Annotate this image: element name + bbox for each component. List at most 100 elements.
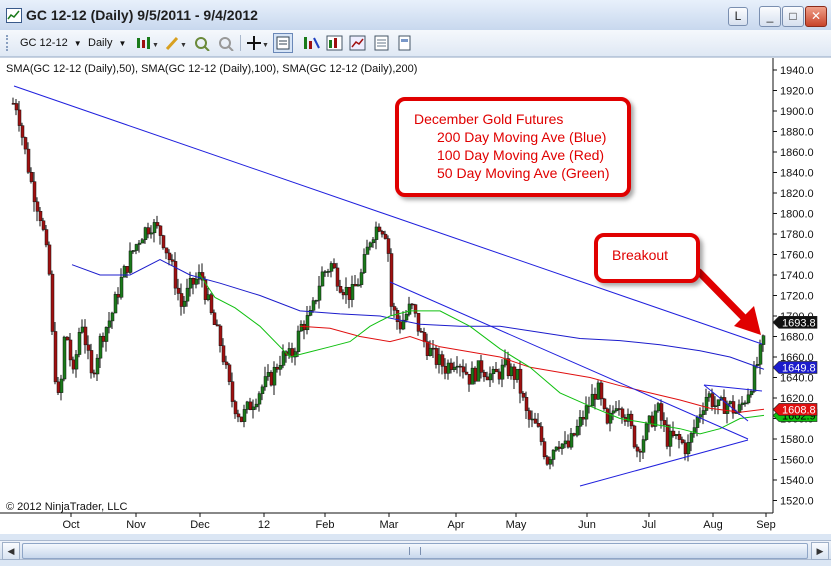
candle-body xyxy=(224,361,229,366)
candle-body xyxy=(620,408,625,418)
candle-body xyxy=(35,201,40,212)
candle-body xyxy=(236,413,241,418)
properties-icon[interactable] xyxy=(396,35,412,51)
x-tick-label: Sep xyxy=(756,519,776,531)
y-tick-label: 1840.0 xyxy=(780,168,814,180)
candle-body xyxy=(500,364,505,380)
candle-body xyxy=(563,440,568,445)
trend-line xyxy=(703,384,749,422)
title-bar[interactable]: GC 12-12 (Daily) 9/5/2011 - 9/4/2012 L _… xyxy=(0,0,831,31)
candle-body xyxy=(632,425,637,448)
candle-body xyxy=(437,354,442,365)
interval-selector[interactable]: Daily ▼ xyxy=(88,34,126,52)
zoom-out-icon[interactable] xyxy=(217,35,234,52)
candle-body xyxy=(374,226,379,240)
candle-body xyxy=(716,399,721,406)
candle-body xyxy=(104,327,109,342)
candle-body xyxy=(434,348,439,365)
scroll-thumb[interactable] xyxy=(22,543,808,559)
candle-body xyxy=(590,393,595,407)
candle-body xyxy=(635,446,640,452)
candle-body xyxy=(89,350,94,374)
minimize-button[interactable]: _ xyxy=(759,6,781,27)
candle-body xyxy=(428,347,433,356)
candle-body xyxy=(464,371,469,375)
crosshair-icon[interactable]: ▼ xyxy=(246,35,269,51)
chart-properties-icon[interactable] xyxy=(349,35,366,51)
candle-body xyxy=(146,227,151,235)
candle-body xyxy=(206,294,211,300)
candle-body xyxy=(692,427,697,434)
candle-body xyxy=(449,362,454,370)
candle-body xyxy=(440,354,445,367)
candle-body xyxy=(107,320,112,328)
maximize-button[interactable]: □ xyxy=(782,6,804,27)
candle-body xyxy=(182,300,187,307)
candle-body xyxy=(674,434,679,436)
indicator-label: SMA(GC 12-12 (Daily),50), SMA(GC 12-12 (… xyxy=(6,63,417,75)
moving-average-lines xyxy=(71,259,765,435)
price-chart[interactable]: SMA(GC 12-12 (Daily),50), SMA(GC 12-12 (… xyxy=(0,58,831,534)
y-tick-label: 1660.0 xyxy=(780,352,814,364)
copyright-label: © 2012 NinjaTrader, LLC xyxy=(6,501,127,513)
candle-body xyxy=(512,366,517,380)
candle-body xyxy=(656,403,661,412)
indicators-icon[interactable] xyxy=(303,35,320,51)
chart-panel[interactable]: SMA(GC 12-12 (Daily),50), SMA(GC 12-12 (… xyxy=(0,57,831,534)
candle-body xyxy=(161,235,166,249)
candle-body xyxy=(752,365,757,392)
candle-body xyxy=(758,344,763,365)
scroll-left-icon[interactable]: ◀ xyxy=(2,542,20,560)
candle-body xyxy=(683,442,688,455)
candle-body xyxy=(737,404,742,413)
candle-body xyxy=(170,259,175,262)
sma-200-tag-label: 1649.8 xyxy=(782,362,816,374)
chevron-down-icon: ▼ xyxy=(118,39,127,48)
horizontal-scrollbar[interactable]: ◀ ▶ xyxy=(0,540,831,560)
candle-body xyxy=(536,423,541,427)
price-axis[interactable]: 1940.0 1920.0 1900.0 1880.0 1860.0 1840.0 1820… xyxy=(772,58,814,513)
link-button[interactable]: L xyxy=(728,7,748,26)
candle-body xyxy=(359,272,364,285)
instrument-selector[interactable]: GC 12-12 ▼ xyxy=(20,34,82,52)
candle-body xyxy=(491,368,496,375)
zoom-in-icon[interactable] xyxy=(193,35,210,52)
candle-body xyxy=(395,310,400,323)
y-tick-label: 1920.0 xyxy=(780,86,814,98)
candle-body xyxy=(323,271,328,273)
drawing-tool-icon[interactable]: ▼ xyxy=(165,35,187,51)
candle-body xyxy=(230,381,235,402)
candle-body xyxy=(164,247,169,254)
candle-body xyxy=(392,306,397,311)
candle-body xyxy=(398,321,403,330)
candle-body xyxy=(56,381,61,393)
candle-body xyxy=(29,172,34,182)
candle-body xyxy=(533,418,538,424)
close-button[interactable]: ✕ xyxy=(805,6,827,27)
candle-body xyxy=(368,242,373,248)
time-axis[interactable]: Oct Nov Dec 12 Feb Mar Apr May Jun Jul Aug Sep xyxy=(0,512,776,531)
toolbar-separator xyxy=(240,35,241,51)
y-tick-label: 1880.0 xyxy=(780,127,814,139)
candle-body xyxy=(311,300,316,311)
y-tick-label: 1540.0 xyxy=(780,475,814,487)
candle-body xyxy=(113,294,118,314)
bar-style-icon[interactable]: ▼ xyxy=(136,35,159,51)
candle-body xyxy=(446,362,451,374)
y-tick-label: 1800.0 xyxy=(780,209,814,221)
y-tick-label: 1740.0 xyxy=(780,270,814,282)
scroll-right-icon[interactable]: ▶ xyxy=(811,542,829,560)
candle-body xyxy=(128,250,133,273)
strategies-icon[interactable] xyxy=(326,35,343,51)
candle-body xyxy=(131,250,136,252)
candle-body xyxy=(74,354,79,370)
data-box-icon[interactable] xyxy=(273,33,293,53)
candle-body xyxy=(653,410,658,427)
candle-body xyxy=(707,393,712,398)
candle-body xyxy=(26,148,31,173)
candle-body xyxy=(530,418,535,421)
template-icon[interactable] xyxy=(373,35,389,51)
candle-body xyxy=(539,426,544,442)
candle-body xyxy=(167,252,172,260)
